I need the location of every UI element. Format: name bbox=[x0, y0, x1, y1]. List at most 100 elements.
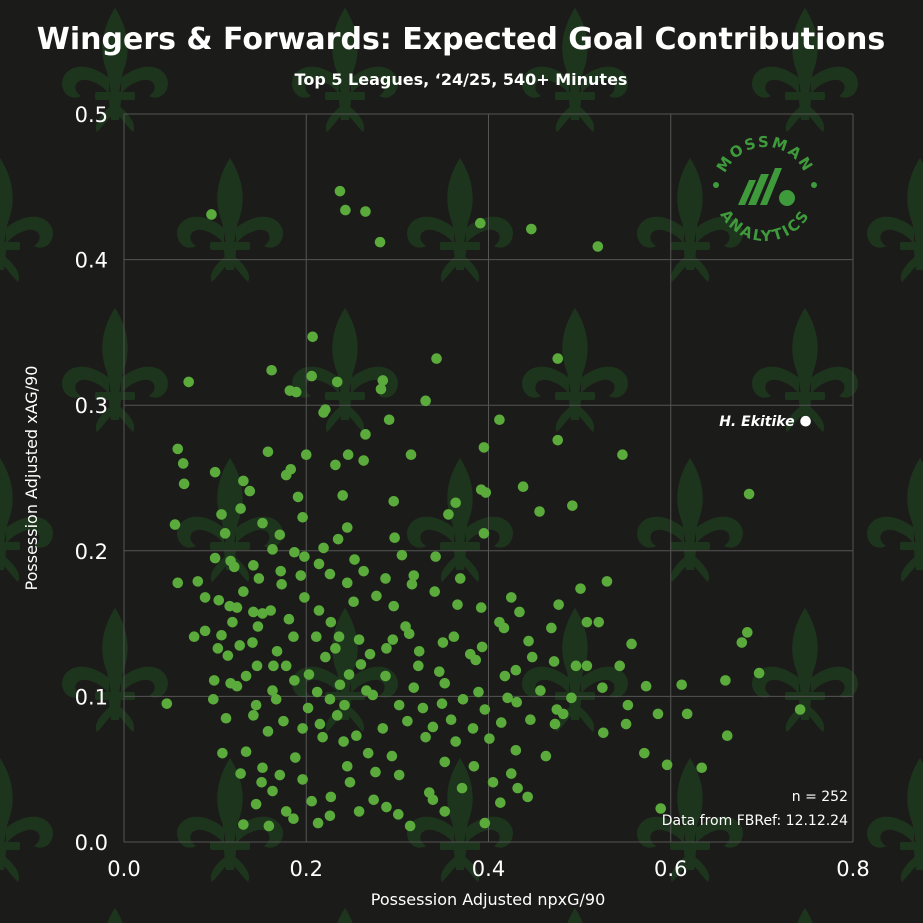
data-point bbox=[413, 660, 424, 672]
data-point bbox=[753, 667, 765, 679]
data-point bbox=[512, 782, 523, 794]
data-point bbox=[263, 820, 275, 832]
data-point bbox=[396, 549, 408, 561]
data-point bbox=[297, 512, 308, 523]
data-point bbox=[313, 605, 325, 616]
data-point bbox=[349, 554, 360, 565]
data-point bbox=[280, 806, 292, 817]
data-point bbox=[592, 241, 604, 252]
data-point bbox=[552, 434, 564, 446]
data-point bbox=[276, 578, 287, 590]
y-tick-label: 0.0 bbox=[75, 831, 108, 855]
data-point bbox=[285, 463, 297, 475]
data-point bbox=[313, 558, 325, 570]
data-point bbox=[234, 640, 246, 651]
data-point bbox=[318, 407, 329, 418]
data-point bbox=[681, 708, 693, 720]
data-point bbox=[526, 223, 537, 235]
data-point bbox=[341, 522, 353, 533]
data-point bbox=[302, 702, 314, 714]
data-point bbox=[209, 552, 221, 564]
data-point bbox=[337, 490, 349, 501]
data-point bbox=[479, 817, 491, 829]
data-point bbox=[290, 386, 302, 398]
data-point bbox=[454, 573, 466, 584]
data-point bbox=[614, 660, 626, 672]
data-point bbox=[505, 592, 517, 603]
data-point bbox=[341, 760, 353, 772]
data-point bbox=[388, 600, 400, 612]
data-point bbox=[498, 622, 510, 634]
data-point bbox=[456, 782, 468, 794]
data-point bbox=[240, 746, 252, 758]
data-point bbox=[332, 533, 344, 545]
data-point bbox=[374, 236, 386, 248]
data-point bbox=[389, 532, 400, 543]
data-point bbox=[741, 627, 753, 638]
data-point bbox=[161, 698, 173, 709]
data-point bbox=[248, 560, 259, 571]
data-point bbox=[208, 694, 219, 705]
data-point bbox=[661, 759, 673, 771]
y-axis-label: Possession Adjusted xAG/90 bbox=[22, 366, 41, 591]
data-point bbox=[331, 710, 343, 721]
data-point bbox=[362, 747, 374, 759]
data-point bbox=[534, 506, 545, 517]
data-point bbox=[371, 590, 382, 602]
sample-size-note: n = 252 bbox=[792, 789, 848, 805]
x-tick-label: 0.8 bbox=[836, 857, 869, 881]
data-point bbox=[457, 694, 469, 705]
data-point bbox=[222, 650, 234, 661]
data-point bbox=[257, 517, 268, 529]
data-point bbox=[360, 429, 371, 440]
data-point bbox=[306, 795, 318, 807]
data-point bbox=[535, 685, 546, 696]
data-point bbox=[526, 651, 538, 663]
data-point bbox=[270, 694, 282, 705]
data-point bbox=[297, 723, 308, 734]
data-point bbox=[437, 637, 449, 648]
data-point bbox=[388, 495, 400, 507]
data-point bbox=[402, 715, 413, 727]
data-point bbox=[343, 669, 355, 680]
data-point bbox=[640, 680, 652, 692]
data-point bbox=[505, 768, 517, 779]
data-point bbox=[306, 370, 318, 382]
data-point bbox=[484, 733, 495, 744]
data-point bbox=[470, 654, 482, 666]
data-point bbox=[318, 542, 329, 554]
data-point bbox=[289, 546, 300, 558]
data-point bbox=[342, 449, 354, 461]
data-point bbox=[375, 383, 387, 395]
data-point bbox=[188, 631, 200, 643]
data-point bbox=[696, 762, 708, 774]
data-point bbox=[794, 704, 806, 715]
data-point bbox=[353, 806, 365, 817]
data-point bbox=[474, 217, 486, 229]
data-point bbox=[209, 466, 221, 478]
data-point bbox=[420, 731, 431, 743]
data-point bbox=[311, 686, 323, 698]
y-tick-label: 0.1 bbox=[75, 685, 108, 709]
data-point bbox=[510, 744, 522, 756]
data-point bbox=[262, 726, 274, 737]
data-point bbox=[289, 675, 300, 686]
data-point bbox=[380, 670, 391, 682]
data-point bbox=[445, 714, 457, 725]
data-point bbox=[548, 656, 560, 667]
data-point bbox=[216, 509, 227, 520]
data-point bbox=[557, 708, 569, 720]
data-point bbox=[467, 723, 479, 734]
data-point bbox=[510, 664, 522, 676]
data-point bbox=[368, 794, 379, 806]
data-point bbox=[517, 481, 529, 493]
data-point bbox=[341, 577, 353, 589]
data-point bbox=[219, 528, 231, 539]
data-point bbox=[499, 670, 511, 682]
data-point bbox=[330, 643, 341, 654]
data-point bbox=[288, 813, 299, 825]
x-tick-label: 0.4 bbox=[472, 857, 505, 881]
data-point bbox=[228, 561, 240, 573]
data-point bbox=[495, 717, 507, 728]
data-point bbox=[358, 455, 369, 466]
